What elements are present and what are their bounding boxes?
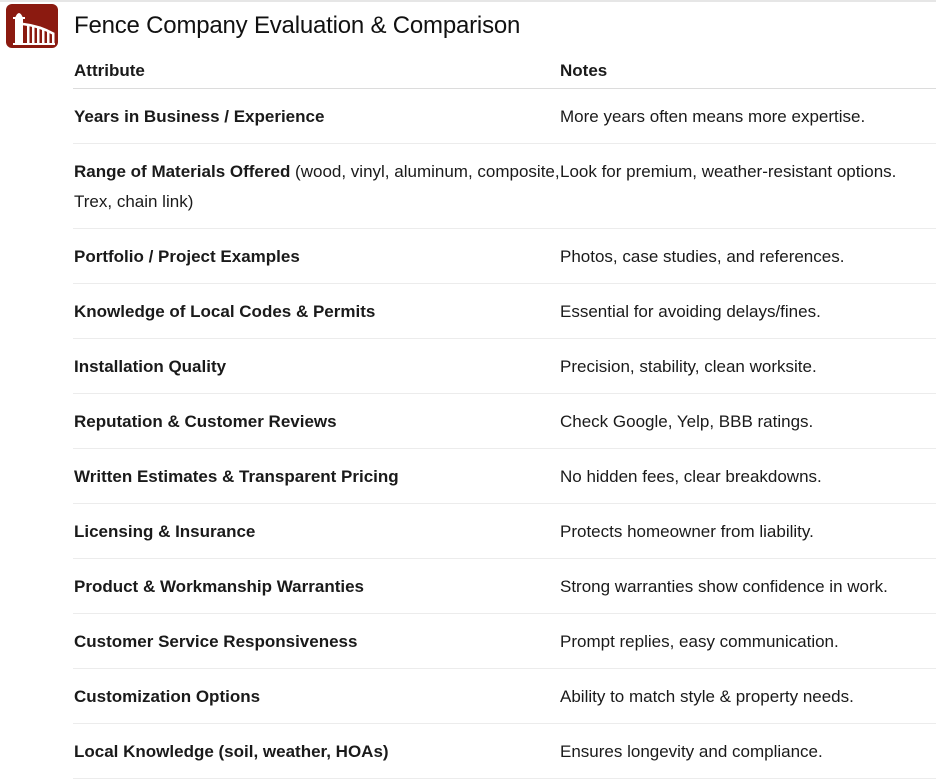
notes-cell: Prompt replies, easy communication.: [560, 632, 839, 651]
attribute-label: Licensing & Insurance: [74, 522, 256, 541]
attribute-label: Knowledge of Local Codes & Permits: [74, 302, 376, 321]
attribute-label: Customization Options: [74, 687, 261, 706]
attribute-cell: Range of Materials Offered (wood, vinyl,…: [73, 144, 560, 228]
attribute-cell: Licensing & Insurance: [73, 504, 560, 558]
table-row: Local Knowledge (soil, weather, HOAs) Ens…: [73, 724, 936, 779]
attribute-cell: Local Knowledge (soil, weather, HOAs): [73, 724, 560, 778]
attribute-cell: Written Estimates & Transparent Pricing: [73, 449, 560, 503]
table-header: Attribute Notes: [73, 54, 936, 89]
table-row: Range of Materials Offered (wood, vinyl,…: [73, 144, 936, 229]
table-row: Written Estimates & Transparent Pricing N…: [73, 449, 936, 504]
attribute-label: Written Estimates & Transparent Pricing: [74, 467, 399, 486]
notes-cell: More years often means more expertise.: [560, 107, 866, 126]
attribute-detail: (wood, vinyl, aluminum, composite, Trex,…: [74, 162, 560, 211]
header-attribute: Attribute: [74, 61, 145, 80]
notes-cell: Ability to match style & property needs.: [560, 687, 854, 706]
attribute-label: Range of Materials Offered: [74, 162, 291, 181]
notes-cell: Precision, stability, clean worksite.: [560, 357, 817, 376]
table-row: Portfolio / Project Examples Photos, case…: [73, 229, 936, 284]
attribute-cell: Portfolio / Project Examples: [73, 229, 560, 283]
attribute-cell: Customer Service Responsiveness: [73, 614, 560, 668]
table-row: Customization Options Ability to match st…: [73, 669, 936, 724]
header-notes: Notes: [560, 61, 608, 80]
attribute-cell: Knowledge of Local Codes & Permits: [73, 284, 560, 338]
attribute-cell: Customization Options: [73, 669, 560, 723]
attribute-cell: Product & Workmanship Warranties: [73, 559, 560, 613]
attribute-label: Product & Workmanship Warranties: [74, 577, 364, 596]
table-row: Product & Workmanship Warranties Strong w…: [73, 559, 936, 614]
table-row: Customer Service Responsiveness Prompt re…: [73, 614, 936, 669]
attribute-cell: Installation Quality: [73, 339, 560, 393]
notes-cell: Strong warranties show confidence in wor…: [560, 577, 888, 596]
attribute-cell: Years in Business / Experience: [73, 89, 560, 143]
attribute-label: Customer Service Responsiveness: [74, 632, 358, 651]
fence-icon: [6, 4, 58, 48]
attribute-label: Local Knowledge (soil, weather, HOAs): [74, 742, 389, 761]
page-title: Fence Company Evaluation & Comparison: [74, 12, 521, 39]
table-row: Installation Quality Precision, stability…: [73, 339, 936, 394]
attribute-label: Reputation & Customer Reviews: [74, 412, 337, 431]
table-row: Licensing & Insurance Protects homeowner …: [73, 504, 936, 559]
table-row: Years in Business / Experience More years…: [73, 89, 936, 144]
attribute-cell: Reputation & Customer Reviews: [73, 394, 560, 448]
notes-cell: No hidden fees, clear breakdowns.: [560, 467, 822, 486]
notes-cell: Protects homeowner from liability.: [560, 522, 814, 541]
notes-cell: Look for premium, weather-resistant opti…: [560, 162, 897, 181]
attribute-label: Installation Quality: [74, 357, 227, 376]
notes-cell: Check Google, Yelp, BBB ratings.: [560, 412, 814, 431]
notes-cell: Essential for avoiding delays/fines.: [560, 302, 821, 321]
notes-cell: Photos, case studies, and references.: [560, 247, 845, 266]
comparison-table: Attribute Notes Years in Business / Expe…: [73, 54, 936, 779]
attribute-label: Years in Business / Experience: [74, 107, 325, 126]
notes-cell: Ensures longevity and compliance.: [560, 742, 823, 761]
table-row: Knowledge of Local Codes & Permits Essent…: [73, 284, 936, 339]
table-row: Reputation & Customer Reviews Check Googl…: [73, 394, 936, 449]
top-divider: [0, 0, 936, 2]
attribute-label: Portfolio / Project Examples: [74, 247, 300, 266]
